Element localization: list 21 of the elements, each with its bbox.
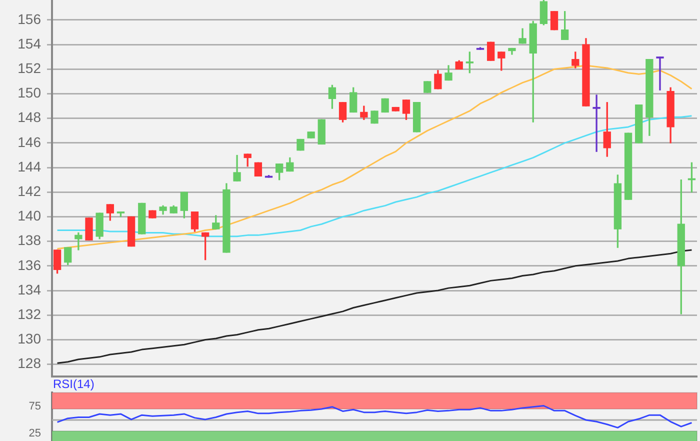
y-tick-label: 150 <box>18 84 42 101</box>
y-tick-label: 154 <box>18 35 42 52</box>
y-tick-label: 75 <box>28 400 41 412</box>
y-tick-label: 140 <box>18 208 42 224</box>
y-tick-label: 156 <box>18 10 42 27</box>
y-tick-label: 146 <box>18 134 42 150</box>
y-tick-label: 132 <box>18 306 42 322</box>
y-tick-label: 130 <box>18 330 42 347</box>
candlestick <box>656 56 664 90</box>
y-tick-label: 136 <box>18 256 42 273</box>
y-tick-label: 148 <box>18 109 42 126</box>
chart-title: RSI(14) <box>52 377 96 391</box>
y-tick-label: 152 <box>18 60 42 76</box>
y-tick-label: 134 <box>18 281 42 298</box>
y-tick-label: 142 <box>18 183 42 200</box>
candlestick <box>592 94 600 152</box>
y-tick-label: 128 <box>18 355 42 372</box>
y-tick-label: 25 <box>28 428 41 440</box>
y-tick-label: 138 <box>18 232 42 248</box>
y-tick-label: 144 <box>18 158 42 174</box>
candlestick <box>74 232 82 250</box>
